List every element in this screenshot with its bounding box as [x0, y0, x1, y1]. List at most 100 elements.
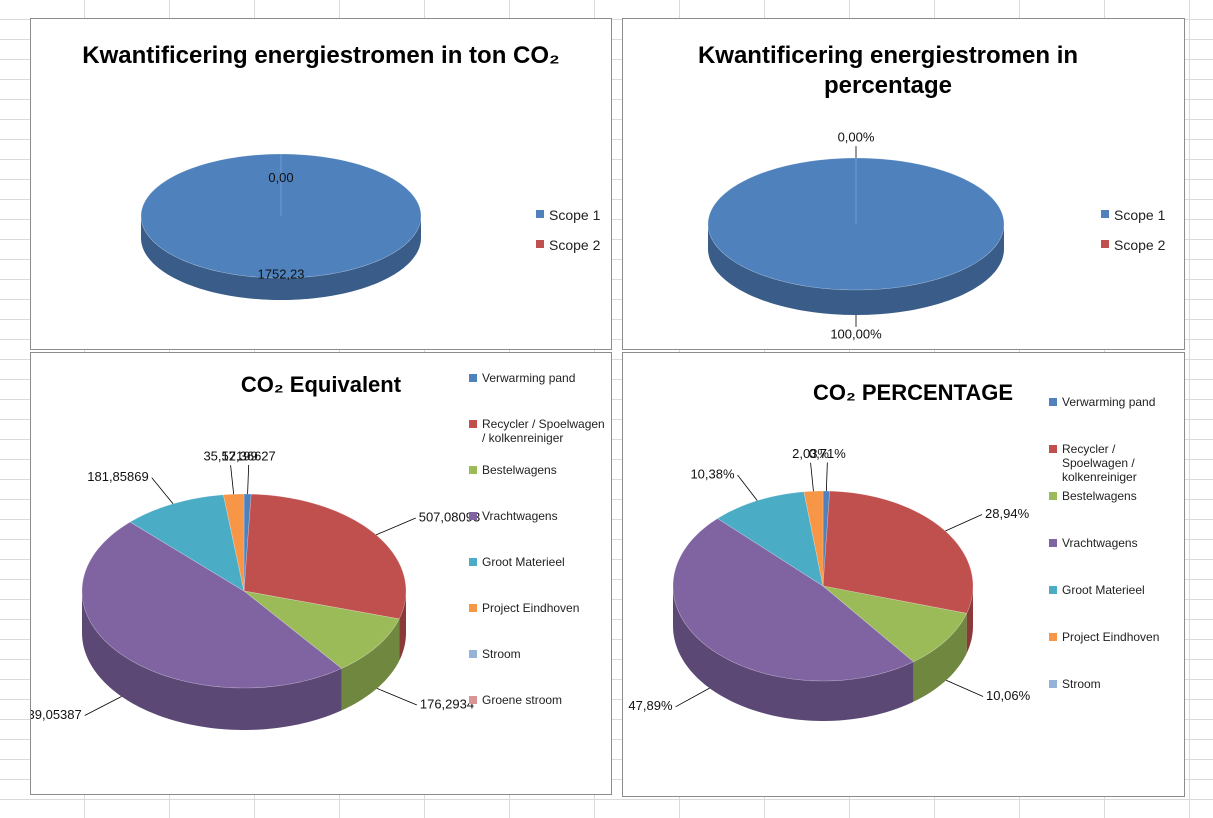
data-label: 1752,23 — [258, 267, 305, 282]
pie-slice — [81, 521, 343, 730]
legend-swatch — [1049, 492, 1057, 500]
legend-swatch — [469, 696, 477, 704]
slice-side — [673, 586, 914, 721]
leader-line — [945, 514, 983, 532]
slice-top — [672, 518, 914, 682]
legend-swatch — [1049, 586, 1057, 594]
leader-line — [376, 688, 418, 706]
legend-label: Scope 2 — [1114, 237, 1166, 253]
data-label: 507,08093 — [419, 509, 480, 524]
data-label: 10,06% — [986, 688, 1031, 703]
legend-swatch — [1101, 240, 1109, 248]
legend-item: Project Eindhoven — [1049, 630, 1179, 644]
data-label: 0,00 — [268, 170, 293, 185]
legend-swatch — [1049, 680, 1057, 688]
data-label: 839,05387 — [31, 707, 82, 722]
chart-panel: 100,00% 0,00% Kwantificering energiestrome… — [622, 18, 1185, 350]
legend-item: Verwarming pand — [469, 371, 609, 385]
legend-swatch — [1049, 445, 1057, 453]
legend-item: Groot Materieel — [469, 555, 609, 569]
leader-line — [84, 696, 122, 716]
legend-label: Recycler / Spoelwagen / kolkenreiniger — [482, 417, 605, 445]
legend-item: Bestelwagens — [469, 463, 609, 477]
pie-slice — [672, 518, 914, 721]
data-label: 100,00% — [830, 326, 882, 341]
legend-label: Verwarming pand — [1062, 395, 1156, 409]
slice-side — [913, 613, 967, 702]
slice-top — [803, 490, 824, 587]
slice-top — [223, 493, 245, 592]
slice-top — [707, 157, 1005, 291]
leader-line — [737, 474, 758, 501]
legend-swatch — [1101, 210, 1109, 218]
legend-label: Verwarming pand — [482, 371, 576, 385]
data-label: 28,94% — [985, 506, 1030, 521]
slice-top — [243, 590, 400, 669]
legend-swatch — [469, 420, 477, 428]
chart-title: CO₂ PERCENTAGE — [812, 380, 1014, 405]
legend-swatch — [1049, 398, 1057, 406]
data-label: 47,89% — [628, 698, 673, 713]
legend-swatch — [469, 374, 477, 382]
legend-swatch — [469, 466, 477, 474]
legend-label: Groene stroom — [482, 693, 563, 707]
legend-item: Verwarming pand — [1049, 395, 1179, 409]
legend-label: Stroom — [482, 647, 521, 661]
slice-side — [341, 618, 400, 711]
legend-label: Groot Materieel — [1062, 583, 1145, 597]
pie-chart: 100,00% 0,00% — [707, 130, 1005, 341]
legend-swatch — [469, 650, 477, 658]
slice-side — [399, 591, 406, 661]
legend-item: Bestelwagens — [1049, 489, 1179, 503]
legend-item: Vrachtwagens — [469, 509, 609, 523]
legend-swatch — [536, 240, 544, 248]
slice-top — [140, 153, 422, 279]
legend-item: Stroom — [469, 647, 609, 661]
slice-top — [243, 493, 407, 620]
legend-item: Scope 2 — [536, 237, 636, 253]
legend-label: Project Eindhoven — [482, 601, 580, 615]
chart-panel: 0,71% 28,94% 10,06% 47,89% 10,38% 2,03% CO₂ PE… — [622, 352, 1185, 797]
slice-side — [966, 586, 973, 654]
legend-label: Scope 1 — [1114, 207, 1166, 223]
pie-slice — [223, 493, 245, 592]
chart-title: CO₂ Equivalent — [240, 372, 402, 397]
chart-panel: 1752,23 0,00 Kwantificering energiestromen… — [30, 18, 612, 350]
data-label: 2,03% — [792, 446, 829, 461]
pie-slice — [803, 490, 824, 587]
data-label: 35,57199 — [203, 449, 257, 464]
legend-label: Vrachtwagens — [482, 509, 558, 523]
pie-slice — [707, 157, 1005, 315]
legend-item: Recycler / Spoelwagen / kolkenreiniger — [1049, 442, 1179, 484]
pie-slice — [243, 590, 400, 711]
slice-side — [82, 591, 342, 730]
pie-slice — [822, 490, 974, 654]
leader-line — [375, 517, 416, 536]
leader-line — [825, 462, 828, 492]
legend-swatch — [469, 604, 477, 612]
legend-item: Recycler / Spoelwagen / kolkenreiniger — [469, 417, 609, 445]
data-label: 12,36627 — [222, 448, 276, 463]
slice-side — [141, 216, 421, 300]
legend-swatch — [1049, 633, 1057, 641]
legend-item: Scope 1 — [1101, 207, 1201, 223]
chart-panel: 12,36627 507,08093 176,2934 839,05387 181,85… — [30, 352, 612, 795]
legend-item: Groene stroom — [469, 693, 609, 707]
legend-swatch — [469, 558, 477, 566]
leader-line — [945, 679, 984, 697]
pie-slice — [243, 493, 407, 661]
data-label: 10,38% — [690, 466, 735, 481]
legend-item: Groot Materieel — [1049, 583, 1179, 597]
legend-label: Recycler / Spoelwagen / kolkenreiniger — [1062, 442, 1137, 484]
slice-top — [821, 585, 968, 663]
legend-item: Vrachtwagens — [1049, 536, 1179, 550]
leader-line — [151, 477, 174, 505]
data-label: 176,2934 — [420, 696, 474, 711]
data-label: 0,00% — [838, 130, 875, 145]
legend-label: Stroom — [1062, 677, 1101, 691]
slice-top — [129, 494, 245, 592]
pie-chart: 1752,23 0,00 — [140, 153, 422, 300]
slice-top — [822, 490, 974, 614]
chart-title: Kwantificering energiestromen in ton CO₂ — [82, 42, 560, 69]
data-label: 181,85869 — [87, 469, 148, 484]
